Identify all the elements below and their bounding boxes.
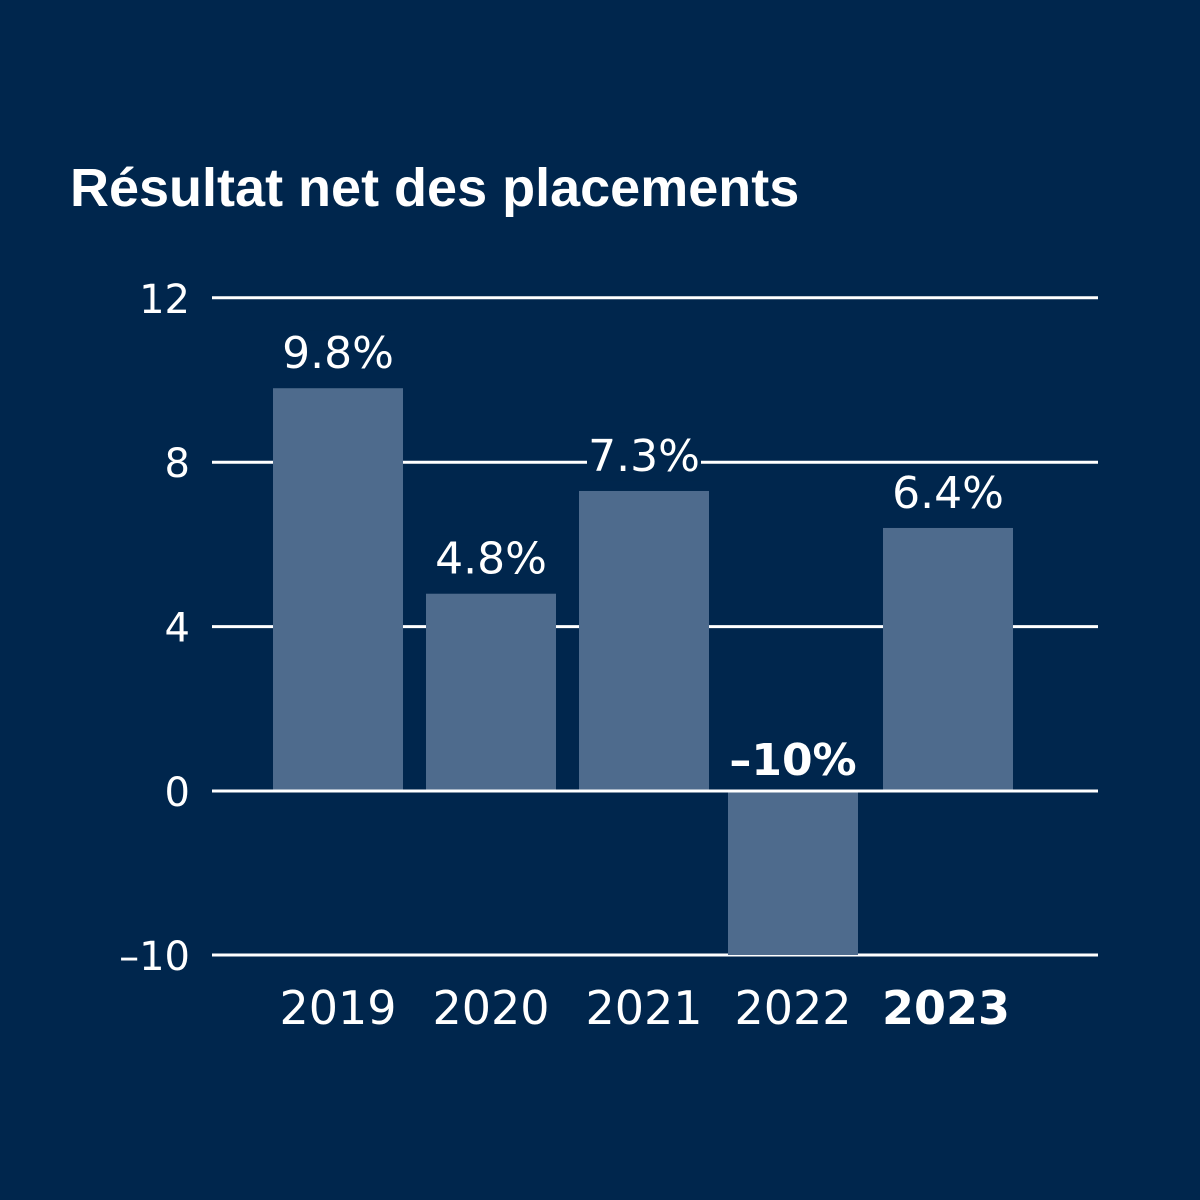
- data-label-backdrop: [587, 432, 701, 481]
- data-label: 4.8%: [435, 534, 547, 585]
- y-tick-label: 4: [165, 606, 190, 652]
- y-tick-label: –10: [119, 934, 190, 980]
- x-category-label: 2020: [432, 981, 549, 1035]
- y-axis-tick-labels: 12 8 4 0 –10: [119, 277, 190, 980]
- data-label-backdrop: [281, 330, 395, 379]
- data-label: 9.8%: [282, 328, 394, 379]
- x-category-label: 2023: [882, 981, 1010, 1035]
- data-label-backdrop: [434, 535, 548, 584]
- bar-2022: [728, 791, 858, 955]
- x-category-label: 2021: [585, 981, 702, 1035]
- bar-2023: [883, 527, 1013, 791]
- y-tick-label: 8: [165, 441, 190, 487]
- data-labels: 9.8% 4.8% 7.3% –10% 6.4%: [281, 328, 1005, 786]
- x-category-label: 2022: [734, 981, 851, 1035]
- y-tick-label: 0: [165, 770, 190, 816]
- bar-2020: [426, 593, 556, 791]
- bars: [212, 388, 1098, 955]
- x-category-label: 2019: [279, 981, 396, 1035]
- data-label-backdrop: [891, 469, 1005, 518]
- data-label: 6.4%: [892, 468, 1004, 519]
- x-axis-category-labels: 2019 2020 2021 2022 2023: [279, 981, 1010, 1035]
- data-label-backdrop: [736, 737, 850, 785]
- y-tick-label: 12: [139, 277, 190, 323]
- chart-title: Résultat net des placements: [70, 158, 799, 218]
- bar-2021: [579, 490, 709, 791]
- bar-2019: [273, 388, 403, 791]
- data-label: –10%: [729, 735, 856, 786]
- data-label: 7.3%: [588, 431, 700, 482]
